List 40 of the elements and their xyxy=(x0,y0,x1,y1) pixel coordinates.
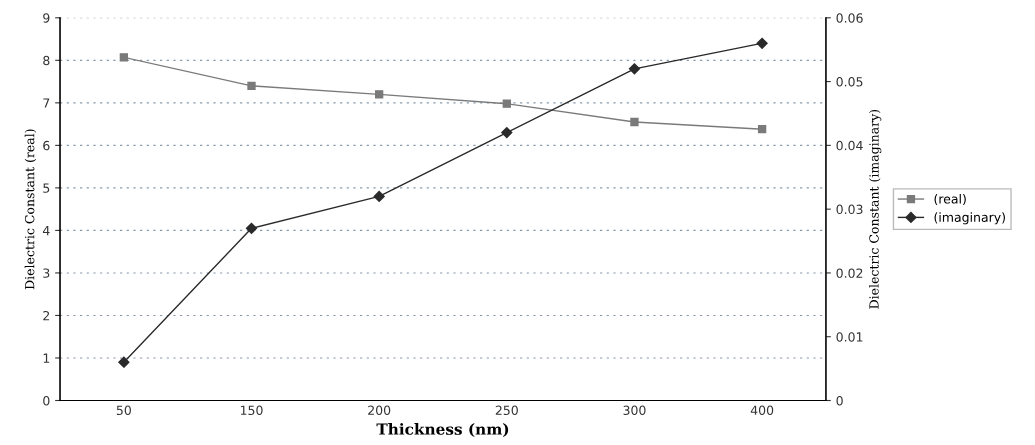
x-axis-title: Thickness (nm) xyxy=(376,423,509,437)
y-tick-label: 2 xyxy=(43,310,50,321)
x-tick-label: 400 xyxy=(750,405,774,416)
y-tick-label: 5 xyxy=(43,183,50,193)
y-tick-label: 0 xyxy=(43,395,50,406)
y2-tick-label: 0.02 xyxy=(836,268,863,278)
point xyxy=(628,63,641,75)
legend-label: (imaginary) xyxy=(934,212,1005,225)
y-tick-label: 7 xyxy=(43,98,50,108)
point xyxy=(374,90,384,99)
point xyxy=(501,127,513,139)
y2-tick-label: 0.03 xyxy=(836,204,863,215)
y2-tick-label: 0.01 xyxy=(836,332,863,342)
y-tick-label: 4 xyxy=(42,226,50,236)
y-tick-label: 3 xyxy=(43,268,50,278)
point xyxy=(373,190,385,202)
y-tick-label: 1 xyxy=(43,353,50,363)
y-tick-label: 6 xyxy=(43,140,50,151)
point xyxy=(756,37,768,49)
x-tick-label: 50 xyxy=(116,405,131,416)
point xyxy=(757,125,767,134)
y-tick-label: 9 xyxy=(43,13,50,23)
y2-tick-label: 0.06 xyxy=(836,13,863,23)
x-tick-label: 300 xyxy=(623,405,646,416)
y2-tick-label: 0.05 xyxy=(836,77,863,87)
point xyxy=(247,81,256,91)
point xyxy=(119,53,129,62)
y-axis-title: Dielectric Constant (real) xyxy=(24,129,37,290)
point xyxy=(118,356,130,368)
y2-tick-label: 0.04 xyxy=(836,140,863,151)
x-tick-label: 250 xyxy=(495,405,518,416)
y-tick-label: 8 xyxy=(43,55,50,66)
x-tick-label: 200 xyxy=(368,405,391,416)
x-tick-label: 150 xyxy=(240,405,263,416)
y2-axis-title: Dielectric Constant (imaginary) xyxy=(869,109,882,309)
y2-tick-label: 0 xyxy=(836,395,843,406)
point xyxy=(630,117,639,127)
legend-label: (real) xyxy=(934,193,966,206)
point xyxy=(502,99,511,108)
point xyxy=(245,222,258,234)
